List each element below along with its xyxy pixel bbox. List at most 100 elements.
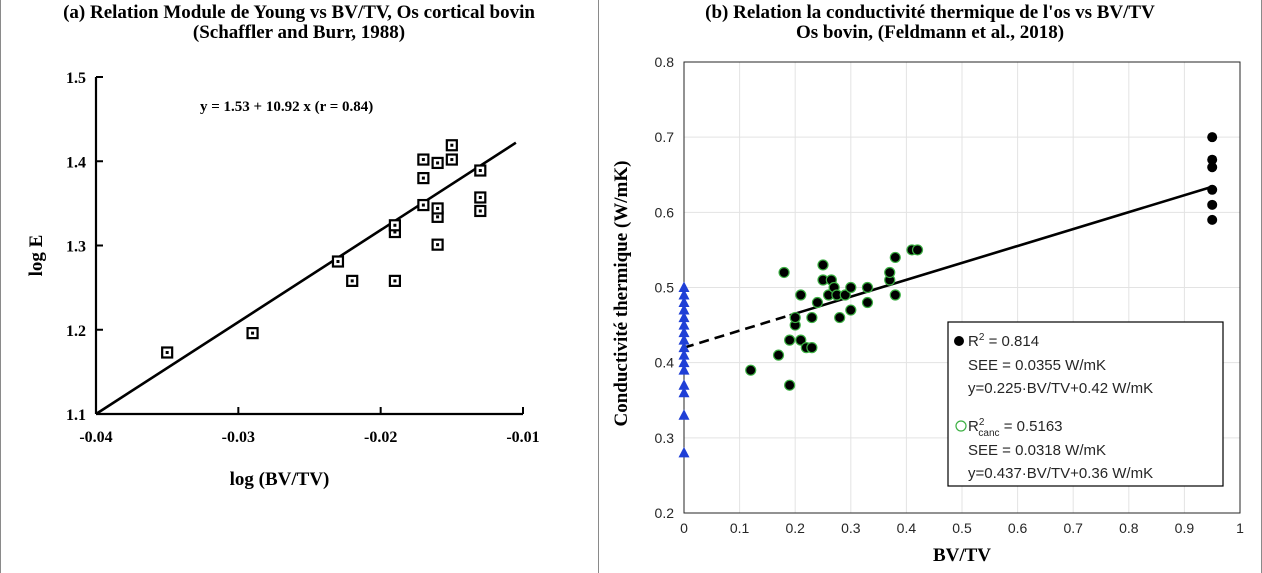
x-tick-label: -0.01: [506, 429, 539, 446]
data-point-circle-green: [772, 349, 785, 361]
x-axis-title: log (BV/TV): [230, 469, 330, 490]
x-tick-label: 0.6: [1008, 520, 1028, 536]
x-tick-label: -0.03: [222, 429, 255, 446]
data-point-circle-green: [784, 334, 796, 346]
x-tick-label: 0: [680, 520, 688, 536]
x-axis-title: BV/TV: [933, 545, 991, 566]
y-tick-label: 0.2: [655, 505, 675, 521]
data-point-center: [450, 143, 454, 147]
y-tick-label: 1.1: [66, 407, 86, 424]
x-tick-label: 0.7: [1063, 520, 1083, 536]
data-point-triangle: [678, 386, 690, 398]
data-point-circle-green: [778, 266, 790, 279]
data-point-center: [251, 331, 255, 335]
y-tick-label: 0.7: [655, 129, 675, 145]
data-point-triangle: [678, 319, 690, 330]
x-tick-label: -0.02: [364, 429, 397, 446]
data-point-triangle: [678, 334, 690, 345]
data-point-triangle: [678, 304, 690, 315]
data-point-circle-green: [861, 281, 874, 294]
data-point-triangle: [678, 356, 690, 368]
data-point-center: [421, 203, 425, 207]
y-axis-title: Conductivité thermique (W/mK): [611, 161, 632, 427]
data-point-circle-green: [806, 342, 818, 354]
panel-divider: [598, 0, 599, 573]
x-tick-label: -0.04: [79, 429, 112, 446]
data-point-center: [478, 209, 482, 213]
y-tick-label: 1.3: [66, 239, 86, 256]
legend-marker-black: [954, 336, 964, 346]
y-tick-label: 0.3: [655, 430, 675, 446]
x-tick-label: 0.5: [952, 520, 972, 536]
data-point-circle-green: [795, 289, 807, 301]
data-point-triangle: [678, 446, 690, 458]
panel-b-title-line1: (b) Relation la conductivité thermique d…: [705, 2, 1155, 23]
chart-a: 1.1 1.2 1.3 1.4 1.5 -0.04 -0.03 -0.02 -0.01 log (…: [26, 70, 540, 490]
x-tick-label: 0.3: [841, 520, 861, 536]
data-point-circle-green: [889, 251, 901, 264]
data-point-circle-green: [845, 304, 857, 316]
y-tick-label: 0.8: [655, 54, 675, 70]
data-point-center: [393, 230, 397, 234]
data-point-triangle: [678, 281, 690, 292]
data-point-circle-green: [817, 259, 829, 271]
data-point-center: [450, 158, 454, 162]
data-point-circle-green: [839, 289, 851, 301]
data-point-center: [436, 215, 440, 219]
data-point-triangle: [678, 296, 690, 308]
data-point-triangle: [678, 364, 690, 375]
y-tick-label: 0.6: [655, 204, 675, 220]
data-point-triangle: [678, 326, 690, 338]
y-axis-title: log E: [26, 235, 47, 277]
legend-r2: R2 = 0.814: [968, 332, 1039, 350]
data-point-circle-green: [911, 244, 924, 256]
panel-a-title-line2: (Schaffler and Burr, 1988): [192, 22, 406, 43]
panel-a-title: (a) Relation Module de Young vs BV/TV, O…: [0, 3, 598, 43]
data-point-circle-black: [1207, 132, 1218, 143]
data-point-center: [393, 279, 397, 283]
data-point-triangle: [678, 349, 690, 360]
data-point-triangle: [678, 379, 690, 390]
y-tick-label: 1.5: [66, 70, 86, 87]
data-point-circle-black: [1207, 214, 1218, 225]
x-tick-label: 0.1: [730, 520, 750, 536]
data-point-triangle: [678, 409, 690, 420]
data-point-center: [478, 169, 482, 173]
legend-equation-2: y=0.437·BV/TV+0.36 W/mK: [968, 465, 1153, 482]
legend-marker-green: [955, 420, 967, 432]
data-point-circle-green: [861, 296, 874, 309]
data-point-center: [165, 350, 169, 354]
y-tick-label: 1.2: [66, 323, 86, 340]
data-point-circle-green: [806, 311, 818, 324]
panel-a-title-line1: (a) Relation Module de Young vs BV/TV, O…: [63, 2, 535, 23]
data-point-circle-green: [811, 296, 824, 309]
data-point-center: [436, 206, 440, 210]
panel-b-title-line2: Os bovin, (Feldmann et al., 2018): [795, 22, 1065, 43]
data-point-circle-black: [1207, 184, 1218, 195]
x-tick-label: 0.4: [897, 520, 917, 536]
data-point-center: [336, 260, 340, 264]
data-point-circle-green: [789, 311, 801, 324]
data-point-circle-green: [884, 266, 896, 279]
data-point-center: [478, 195, 482, 199]
data-point-circle-green: [845, 281, 857, 294]
x-tick-label: 0.8: [1119, 520, 1139, 536]
data-point-circle-black: [1207, 199, 1218, 210]
data-point-triangle: [678, 289, 690, 300]
y-tick-label: 0.4: [655, 355, 675, 371]
data-point-circle-green: [834, 311, 846, 324]
legend-r2-canc: R2 canc = 0.5163: [968, 417, 1063, 439]
data-point-triangle: [678, 341, 690, 353]
data-point-center: [436, 161, 440, 165]
data-point-circle-black: [1207, 154, 1218, 165]
y-tick-label: 0.5: [655, 280, 675, 296]
x-tick-label: 0.2: [785, 520, 805, 536]
data-point-center: [421, 176, 425, 180]
y-tick-label: 1.4: [66, 154, 86, 171]
legend-see-1: SEE = 0.0355 W/mK: [968, 357, 1106, 374]
data-point-circle-green: [795, 334, 807, 346]
legend-equation-1: y=0.225·BV/TV+0.42 W/mK: [968, 380, 1153, 397]
fit-line-dashed: [683, 314, 791, 349]
